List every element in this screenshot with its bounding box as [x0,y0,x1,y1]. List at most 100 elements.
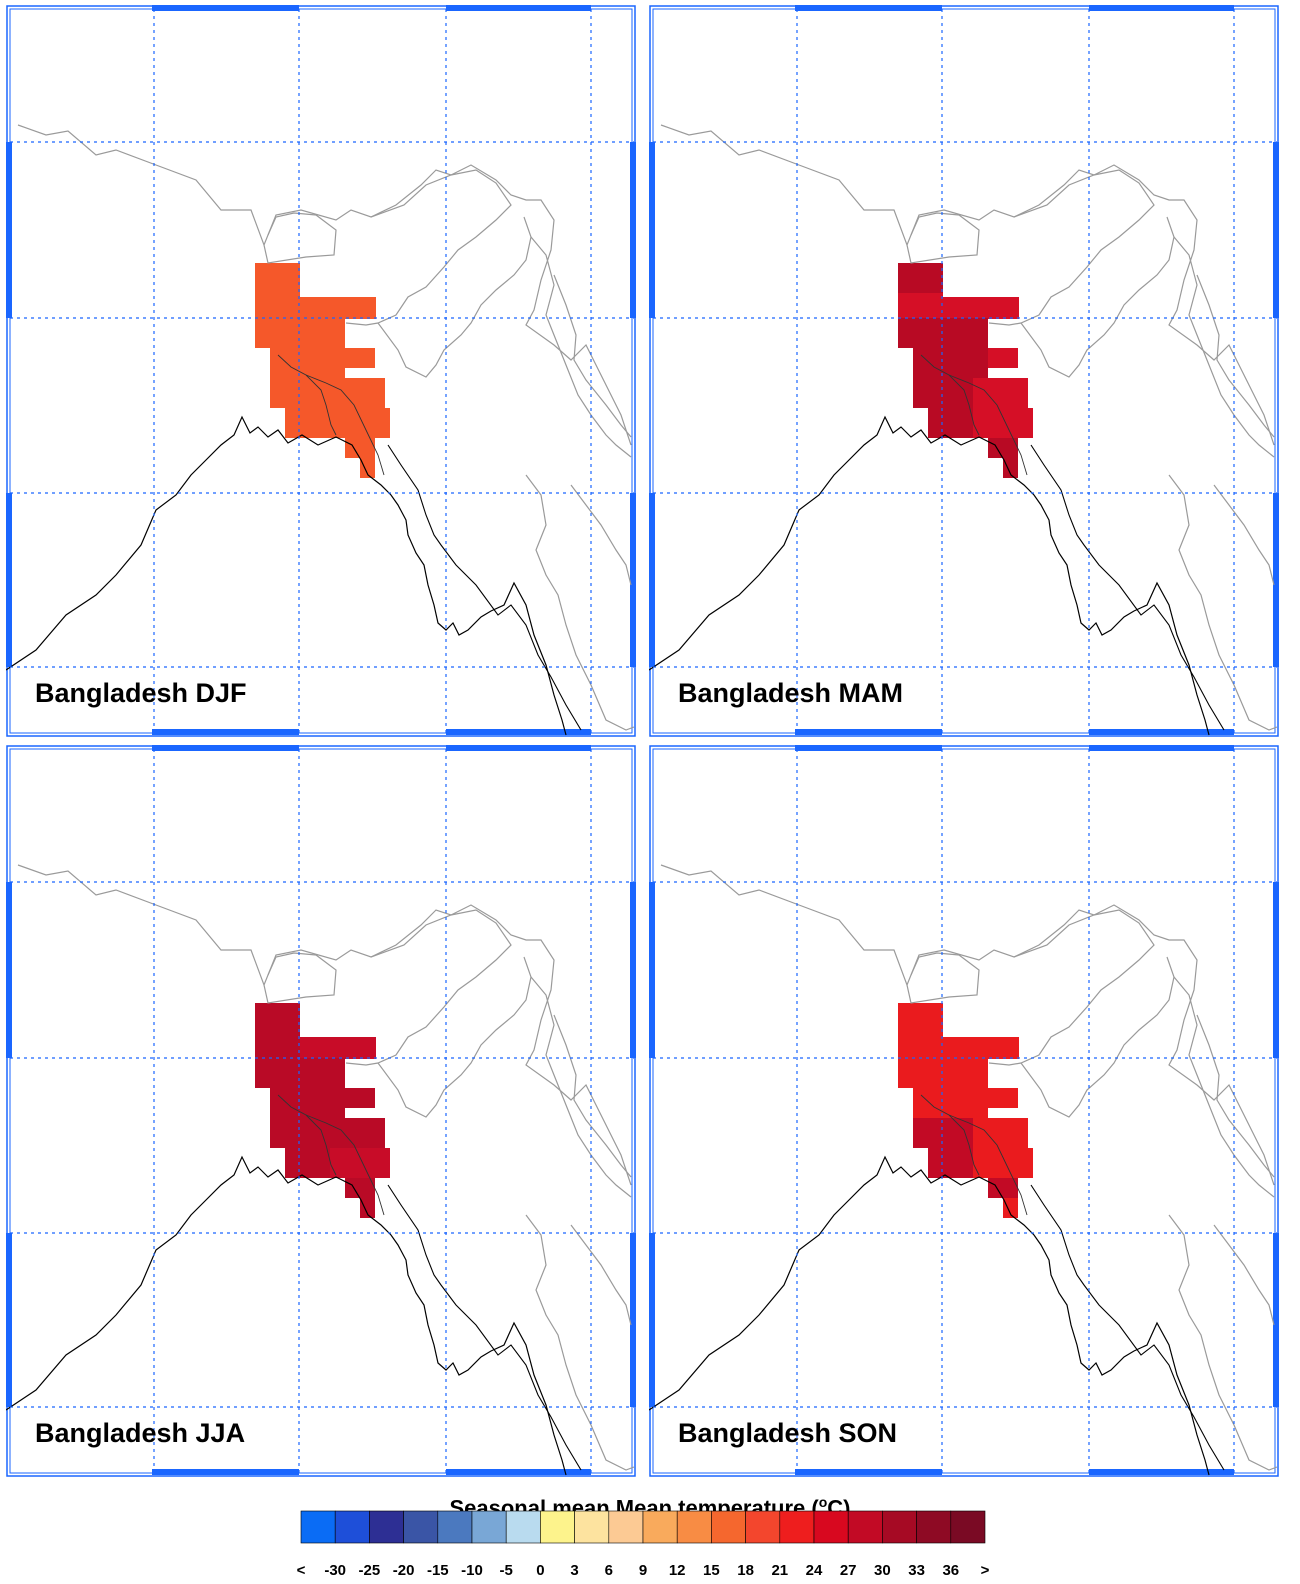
colorbar-tick-label: > [980,1562,990,1579]
colorbar-tick-label: 3 [570,1562,579,1579]
temperature-cell [973,1118,1028,1148]
country-border [1168,474,1278,731]
frame-tick [630,142,636,318]
colorbar-swatch [608,1510,644,1544]
country-border [1213,1224,1275,1326]
frame-tick [630,1233,636,1407]
frame-tick [6,1233,12,1407]
river [277,1094,337,1176]
frame-tick [6,882,12,1058]
temperature-cell [285,1148,330,1178]
country-border [553,1014,632,1178]
temperature-cell [898,318,988,348]
colorbar-swatch [574,1510,610,1544]
panel-label: Bangladesh MAM [678,678,903,708]
colorbar-tick-label: -30 [324,1562,347,1579]
map-canvas: Bangladesh SON [649,745,1279,1477]
frame-tick [152,745,299,751]
colorbar-swatch [916,1510,952,1544]
temperature-cell [330,1118,385,1148]
frame-tick [630,493,636,667]
temperature-cell [330,408,390,438]
temperature-cell [270,1118,330,1148]
colorbar-swatch [779,1510,815,1544]
coastline [6,1155,567,1476]
colorbar-tick-label: 18 [737,1562,754,1579]
country-border [906,212,980,264]
temperature-cell [270,378,330,408]
temperature-cell [943,1037,1019,1059]
temperature-cell [898,293,943,318]
colorbar-swatch [745,1510,781,1544]
map-panel-djf: Bangladesh DJF [6,5,646,747]
frame-tick [795,1469,942,1475]
country-border [263,952,337,1004]
country-border [570,1224,632,1326]
country-border [263,212,337,264]
temperature-cell [898,1003,943,1033]
temperature-cell [255,1058,345,1088]
colorbar-tick-label: -15 [426,1562,449,1579]
colorbar-tick-label: 6 [604,1562,613,1579]
temperature-cell [913,1118,973,1148]
colorbar-tick-label: 15 [703,1562,720,1579]
temperature-cell [345,438,375,458]
temperature-cell [1003,458,1018,478]
coastline [1030,1184,1225,1471]
frame-tick [1089,729,1234,735]
temperature-cell [360,1198,375,1218]
colorbar-tick-label: -10 [461,1562,483,1579]
frame-tick [1089,745,1234,751]
temperature-cell [913,378,973,408]
map-panel-jja: Bangladesh JJA [6,745,646,1487]
colorbar-swatch [950,1510,986,1544]
country-border [17,864,632,1186]
colorbar-tick-label: 12 [668,1562,686,1579]
frame-tick [649,142,655,318]
country-border [1173,236,1275,458]
coastline [6,415,567,736]
coastline [649,1155,1210,1476]
frame-tick [795,729,942,735]
temperature-cell [898,263,943,293]
map-canvas: Bangladesh JJA [6,745,636,1477]
colorbar-swatch [847,1510,883,1544]
temperature-cell [943,297,1019,319]
temperature-cell [988,438,1018,458]
temperature-cell [973,408,1033,438]
country-border [377,216,532,378]
colorbar-swatch [505,1510,541,1544]
country-border [530,236,632,458]
country-border [660,124,1275,446]
colorbar-swatch [676,1510,712,1544]
temperature-cell [345,348,375,368]
river [920,1094,980,1176]
temperature-cell [898,1058,988,1088]
colorbar-tick-label: 30 [874,1562,891,1579]
country-border [906,952,980,1004]
map-inner-frame [9,748,633,1474]
frame-tick [1273,142,1279,318]
map-canvas: Bangladesh MAM [649,5,1279,737]
panel-label: Bangladesh SON [678,1418,897,1448]
panel-label: Bangladesh DJF [35,678,247,708]
temperature-cell [345,1088,375,1108]
colorbar-swatch [437,1510,473,1544]
temperature-cell [255,1003,300,1033]
country-border [1196,274,1275,438]
colorbar-tick-label: -20 [392,1562,415,1579]
country-border [553,274,632,438]
frame-tick [6,142,12,318]
temperature-cell [1003,1198,1018,1218]
frame-tick [1273,882,1279,1058]
colorbar-tick-label: 24 [805,1562,823,1579]
colorbar-swatch [882,1510,917,1544]
country-border [525,474,635,731]
temperature-cell [360,458,375,478]
colorbar: Seasonal mean Mean temperature (oC) < -30… [0,1494,1300,1584]
temperature-cell [913,348,988,378]
country-border [1168,1214,1278,1471]
map-canvas: Bangladesh DJF [6,5,636,737]
temperature-cell [973,1148,1033,1178]
temperature-cell [345,1178,375,1198]
